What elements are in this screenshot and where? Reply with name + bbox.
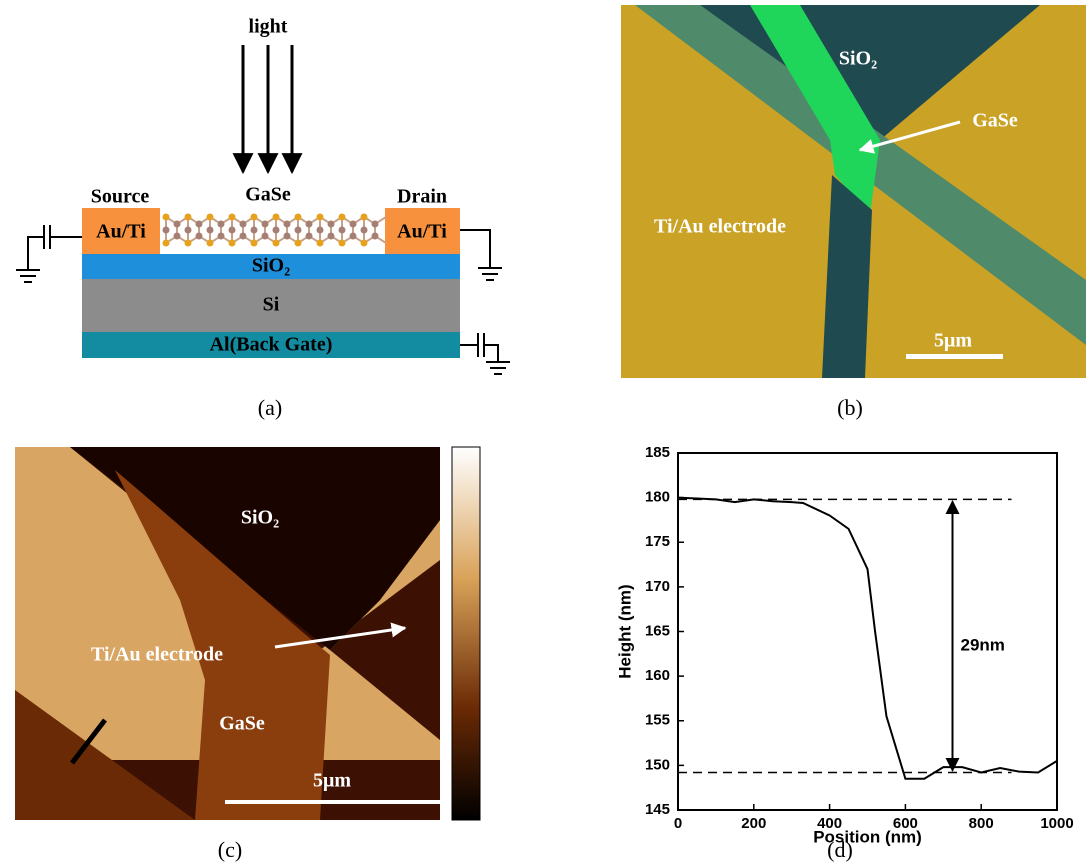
layer-label: SiO₂ [252, 255, 290, 277]
atom [284, 221, 291, 228]
caption: (c) [218, 837, 242, 862]
atom [273, 227, 280, 234]
x-tick-label: 200 [741, 815, 766, 832]
atom [251, 227, 258, 234]
atom [350, 233, 357, 240]
atom [185, 240, 192, 247]
atom [251, 240, 258, 247]
atom [317, 240, 324, 247]
crystal [163, 214, 387, 247]
atom [306, 221, 313, 228]
layer-label: Si [263, 294, 280, 316]
atom [361, 240, 368, 247]
y-tick-label: 175 [645, 533, 670, 550]
atom [240, 233, 247, 240]
label: GaSe [219, 713, 265, 735]
y-tick-label: 165 [645, 622, 670, 639]
y-tick-label: 155 [645, 712, 670, 729]
pad-label: Au/Ti [397, 221, 447, 243]
atom [262, 233, 269, 240]
atom [163, 227, 170, 234]
caption: (a) [258, 395, 282, 420]
label: GaSe [972, 110, 1018, 132]
atom [163, 214, 170, 221]
atom [163, 240, 170, 247]
atom [350, 221, 357, 228]
atom [229, 240, 236, 247]
caption: (b) [837, 395, 863, 420]
panel-a: light Source GaSe Drain Au/Ti Au/Ti SiO₂… [16, 16, 510, 420]
label: SiO₂ [241, 507, 279, 529]
atom [262, 221, 269, 228]
pad-label: Au/Ti [96, 221, 146, 243]
atom [361, 214, 368, 221]
panel-c: SiO₂ Ti/Au electrode GaSe 5μm (c) [15, 447, 480, 862]
atom [229, 214, 236, 221]
label: SiO₂ [839, 48, 877, 70]
label: Ti/Au electrode [91, 644, 223, 666]
drain-label: Drain [397, 186, 447, 208]
atom [207, 214, 214, 221]
plot-frame [678, 453, 1057, 810]
panel-b: SiO₂ GaSe Ti/Au electrode 5μm (b) [621, 5, 1086, 420]
caption: (d) [827, 837, 853, 862]
atom [317, 227, 324, 234]
atom [372, 221, 379, 228]
atom [185, 227, 192, 234]
light-label: light [249, 16, 288, 38]
colorbar [452, 447, 480, 820]
scale-bar [906, 354, 1003, 359]
atom [273, 240, 280, 247]
atom [339, 227, 346, 234]
scale-label: 5μm [934, 330, 972, 352]
atom [185, 214, 192, 221]
x-tick-label: 800 [969, 815, 994, 832]
atom [207, 227, 214, 234]
atom [207, 240, 214, 247]
y-tick-label: 145 [645, 801, 670, 818]
scale-label: 5μm [313, 770, 351, 792]
atom [317, 214, 324, 221]
y-tick-label: 150 [645, 756, 670, 773]
atom [361, 227, 368, 234]
source-label: Source [91, 186, 150, 208]
atom [306, 233, 313, 240]
label: Ti/Au electrode [654, 216, 786, 238]
atom [295, 227, 302, 234]
y-tick-label: 180 [645, 489, 670, 506]
figure: light Source GaSe Drain Au/Ti Au/Ti SiO₂… [0, 0, 1086, 865]
atom [339, 214, 346, 221]
atom [295, 240, 302, 247]
atom [218, 233, 225, 240]
atom [174, 233, 181, 240]
y-tick-label: 160 [645, 667, 670, 684]
atom [218, 221, 225, 228]
atom [196, 221, 203, 228]
y-axis-label: Height (nm) [615, 584, 634, 678]
atom [328, 221, 335, 228]
atom [295, 214, 302, 221]
x-tick-label: 1000 [1040, 815, 1073, 832]
atom [174, 221, 181, 228]
atom [196, 233, 203, 240]
atom [240, 221, 247, 228]
y-tick-label: 185 [645, 444, 670, 461]
atom [328, 233, 335, 240]
atom [372, 233, 379, 240]
x-tick-label: 0 [674, 815, 682, 832]
y-tick-label: 170 [645, 578, 670, 595]
atom [273, 214, 280, 221]
atom [229, 227, 236, 234]
atom [251, 214, 258, 221]
gase-label: GaSe [245, 184, 291, 206]
atom [284, 233, 291, 240]
scale-bar [225, 800, 440, 804]
annotation: 29nm [961, 635, 1005, 654]
layer-label: Al(Back Gate) [210, 334, 333, 356]
atom [339, 240, 346, 247]
